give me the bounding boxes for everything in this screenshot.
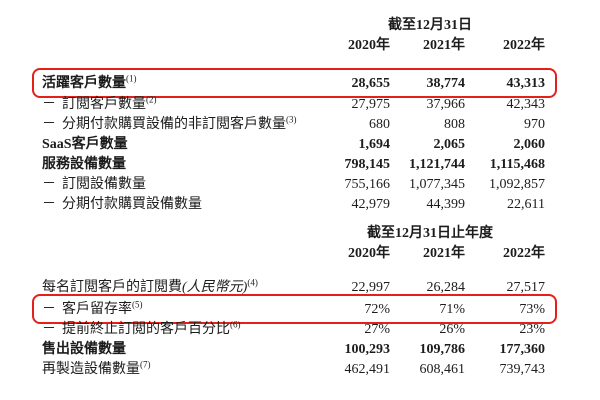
metric-value-2021: 26% — [439, 322, 465, 337]
period-header-row: 截至12月31日 — [42, 16, 545, 36]
metric-row: －客戶留存率(5) 72% 71% 73% — [32, 294, 557, 324]
dash-prefix: － — [42, 97, 56, 112]
metric-value-2020: 680 — [369, 117, 390, 132]
metric-value-2022: 23% — [519, 322, 545, 337]
metric-value-2022: 22,611 — [507, 197, 545, 212]
metric-value-2021: 44,399 — [426, 197, 466, 212]
metrics-table-year-ended-dec31: 截至12月31日止年度 2020年 2021年 2022年 每名訂閲客戶的訂閲費… — [32, 224, 557, 380]
dash-prefix: － — [42, 302, 56, 317]
metric-value-2021: 38,774 — [426, 76, 466, 91]
year-col-2022: 2022年 — [503, 246, 545, 261]
metric-value-2022: 1,115,468 — [489, 157, 545, 172]
metric-label: －訂閲設備數量 — [42, 175, 315, 195]
metric-value-2020: 798,145 — [344, 157, 391, 172]
metric-value-2020: 755,166 — [344, 177, 391, 192]
dash-prefix: － — [42, 117, 56, 132]
metric-value-2020: 27% — [364, 322, 390, 337]
metric-value-2020: 27,975 — [351, 97, 391, 112]
year-header-row: 2020年 2021年 2022年 — [42, 244, 545, 264]
metric-value-2021: 608,461 — [419, 362, 466, 377]
metric-row: －分期付款購買設備數量 42,979 44,399 22,611 — [42, 195, 545, 215]
footnote-marker: (6) — [230, 320, 241, 330]
year-col-2021: 2021年 — [423, 246, 465, 261]
metric-row: －訂閲客戶數量(2) 27,975 37,966 42,343 — [42, 95, 545, 115]
year-col-2021: 2021年 — [423, 38, 465, 53]
period-header: 截至12月31日 — [388, 18, 472, 33]
period-header: 截至12月31日止年度 — [367, 226, 493, 241]
year-col-2022: 2022年 — [503, 38, 545, 53]
metric-label: －分期付款購買設備的非訂閲客戶數量(3) — [42, 115, 315, 135]
metric-value-2021: 37,966 — [426, 97, 466, 112]
footnote-marker: (5) — [132, 300, 143, 310]
footnote-marker: (7) — [140, 360, 151, 370]
dash-prefix: － — [42, 322, 56, 337]
metrics-rows: 活躍客戶數量(1) 28,655 38,774 43,313 －訂閲客戶數量(2… — [32, 68, 557, 215]
period-header-row: 截至12月31日止年度 — [42, 224, 545, 244]
metric-value-2020: 100,293 — [344, 342, 391, 357]
metric-value-2021: 2,065 — [433, 137, 466, 152]
metric-value-2022: 2,060 — [513, 137, 546, 152]
metric-value-2022: 739,743 — [499, 362, 546, 377]
metrics-table-as-of-dec31: 截至12月31日 2020年 2021年 2022年 活躍客戶數量(1) 28,… — [32, 16, 557, 215]
metric-label: －客戶留存率(5) — [42, 300, 315, 320]
metric-row: 活躍客戶數量(1) 28,655 38,774 43,313 — [32, 68, 557, 98]
year-col-2020: 2020年 — [348, 246, 390, 261]
metric-row: －訂閲設備數量 755,166 1,077,345 1,092,857 — [42, 175, 545, 195]
metric-row: 再製造設備數量(7) 462,491 608,461 739,743 — [42, 360, 545, 380]
metric-row: 每名訂閲客戶的訂閲費(人民幣元)(4) 22,997 26,284 27,517 — [42, 278, 545, 298]
metric-value-2020: 1,694 — [358, 137, 391, 152]
metric-value-2021: 26,284 — [426, 280, 466, 295]
year-header-row: 2020年 2021年 2022年 — [42, 36, 545, 56]
metric-label: －提前終止訂閲的客戶百分比(6) — [42, 320, 315, 340]
metric-value-2020: 28,655 — [351, 76, 391, 91]
metric-value-2022: 1,092,857 — [489, 177, 545, 192]
metric-value-2022: 73% — [519, 302, 545, 317]
footnote-marker: (2) — [146, 95, 157, 105]
metric-value-2021: 1,121,744 — [409, 157, 465, 172]
metrics-rows: 每名訂閲客戶的訂閲費(人民幣元)(4) 22,997 26,284 27,517… — [32, 278, 557, 380]
footnote-marker: (1) — [126, 74, 137, 84]
metric-label: －分期付款購買設備數量 — [42, 195, 315, 215]
metric-value-2020: 462,491 — [344, 362, 391, 377]
metric-value-2022: 970 — [524, 117, 545, 132]
metric-value-2022: 42,343 — [506, 97, 546, 112]
metric-value-2021: 71% — [439, 302, 465, 317]
metric-value-2022: 27,517 — [506, 280, 546, 295]
metric-label: 活躍客戶數量(1) — [42, 74, 137, 91]
metric-label: 售出設備數量 — [42, 342, 126, 357]
year-col-2020: 2020年 — [348, 38, 390, 53]
dash-prefix: － — [42, 177, 56, 192]
metric-value-2020: 22,997 — [351, 280, 391, 295]
metric-row: －提前終止訂閲的客戶百分比(6) 27% 26% 23% — [42, 320, 545, 340]
dash-prefix: － — [42, 197, 56, 212]
metric-value-2021: 1,077,345 — [409, 177, 465, 192]
metric-value-2020: 42,979 — [351, 197, 391, 212]
metric-label: 每名訂閲客戶的訂閲費(人民幣元)(4) — [42, 278, 258, 295]
metric-value-2022: 43,313 — [506, 76, 546, 91]
metric-value-2020: 72% — [364, 302, 390, 317]
metric-label: 服務設備數量 — [42, 157, 126, 172]
metric-value-2022: 177,360 — [499, 342, 546, 357]
footnote-marker: (4) — [247, 278, 258, 288]
metric-row: 售出設備數量 100,293 109,786 177,360 — [42, 340, 545, 360]
metric-value-2021: 109,786 — [419, 342, 466, 357]
metric-label: SaaS客戶數量 — [42, 137, 128, 152]
metric-value-2021: 808 — [444, 117, 465, 132]
footnote-marker: (3) — [286, 115, 297, 125]
metric-row: 服務設備數量 798,145 1,121,744 1,115,468 — [42, 155, 545, 175]
metric-label: －訂閲客戶數量(2) — [42, 95, 315, 115]
metric-label: 再製造設備數量(7) — [42, 360, 151, 377]
metric-row: －分期付款購買設備的非訂閲客戶數量(3) 680 808 970 — [42, 115, 545, 135]
metric-row: SaaS客戶數量 1,694 2,065 2,060 — [42, 135, 545, 155]
